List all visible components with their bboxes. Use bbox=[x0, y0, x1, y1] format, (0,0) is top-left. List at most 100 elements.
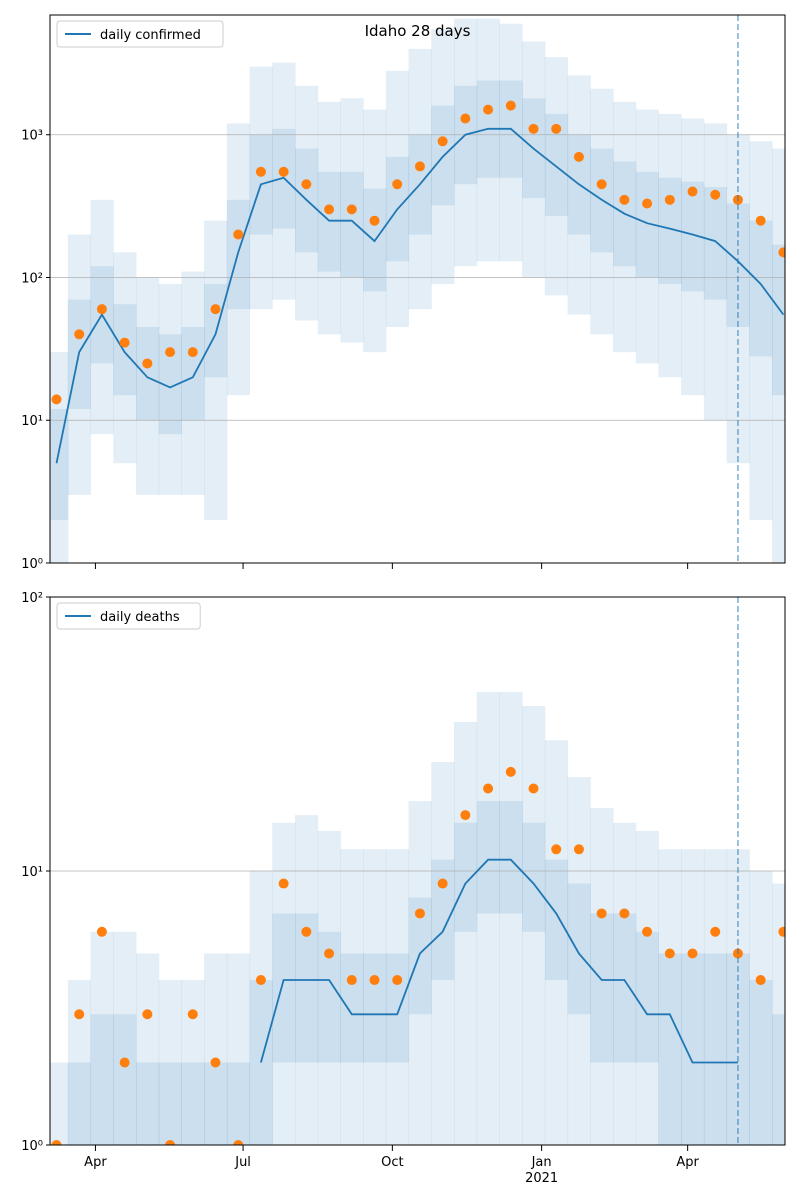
series-line bbox=[260, 858, 738, 1064]
uncertainty-band bbox=[635, 931, 659, 1063]
observed-point bbox=[642, 198, 653, 209]
uncertainty-band bbox=[50, 352, 69, 563]
uncertainty-band bbox=[113, 1014, 137, 1145]
uncertainty-band bbox=[613, 822, 637, 1145]
uncertainty-band bbox=[317, 830, 341, 1145]
observed-point bbox=[255, 166, 266, 177]
uncertainty-band bbox=[113, 931, 137, 1145]
observed-point bbox=[392, 975, 403, 986]
uncertainty-band bbox=[522, 822, 546, 932]
observed-point bbox=[255, 975, 266, 986]
uncertainty-band bbox=[317, 171, 341, 272]
uncertainty-band bbox=[272, 62, 296, 300]
uncertainty-band bbox=[363, 109, 387, 353]
observed-point bbox=[165, 347, 176, 358]
uncertainty-band bbox=[295, 85, 319, 321]
uncertainty-band bbox=[158, 284, 182, 495]
x-tick-label: Oct bbox=[381, 1155, 403, 1170]
uncertainty-band bbox=[522, 706, 546, 1145]
x-tick-label: Jan bbox=[531, 1155, 552, 1170]
uncertainty-band bbox=[590, 913, 614, 1063]
uncertainty-band bbox=[499, 801, 523, 914]
y-tick-label: 10¹ bbox=[21, 865, 43, 880]
uncertainty-band bbox=[90, 931, 114, 1145]
uncertainty-band bbox=[454, 822, 478, 932]
uncertainty-band bbox=[226, 123, 251, 396]
uncertainty-band bbox=[658, 177, 682, 285]
uncertainty-band bbox=[385, 849, 410, 1145]
uncertainty-band bbox=[135, 953, 160, 1145]
uncertainty-band bbox=[772, 883, 785, 1145]
uncertainty-band bbox=[204, 220, 228, 521]
uncertainty-band bbox=[703, 953, 728, 1145]
observed-point bbox=[551, 844, 562, 855]
x-tick-label: Apr bbox=[676, 1155, 699, 1170]
y-tick-label: 10¹ bbox=[21, 414, 43, 429]
series-line bbox=[55, 127, 785, 464]
uncertainty-band bbox=[50, 1062, 69, 1145]
uncertainty-band bbox=[544, 859, 569, 981]
observed-point bbox=[301, 179, 312, 190]
observed-point bbox=[664, 194, 675, 205]
uncertainty-band bbox=[658, 953, 682, 1145]
uncertainty-band bbox=[181, 1062, 205, 1145]
observed-point bbox=[51, 1140, 62, 1145]
uncertainty-band bbox=[544, 57, 569, 296]
uncertainty-band bbox=[204, 1062, 228, 1145]
observed-point bbox=[573, 151, 584, 162]
uncertainty-band bbox=[113, 304, 137, 396]
uncertainty-band bbox=[749, 980, 773, 1145]
observed-point bbox=[142, 358, 153, 369]
y-tick-label: 10⁰ bbox=[21, 1139, 43, 1154]
observed-point bbox=[187, 1009, 198, 1020]
observed-point bbox=[414, 161, 425, 172]
observed-point bbox=[596, 179, 607, 190]
observed-point bbox=[778, 926, 785, 937]
uncertainty-band bbox=[499, 23, 523, 262]
observed-point bbox=[233, 1140, 244, 1145]
uncertainty-band bbox=[681, 181, 705, 292]
uncertainty-band bbox=[249, 66, 273, 310]
uncertainty-band bbox=[385, 953, 410, 1063]
observed-point bbox=[369, 975, 380, 986]
uncertainty-band bbox=[181, 327, 205, 421]
uncertainty-band bbox=[431, 859, 455, 981]
uncertainty-band bbox=[703, 123, 728, 421]
observed-point bbox=[687, 186, 698, 197]
uncertainty-band bbox=[681, 953, 705, 1145]
uncertainty-band bbox=[522, 41, 546, 278]
axes-frame bbox=[49, 14, 786, 564]
y-tick-label: 10² bbox=[21, 591, 43, 606]
observed-point bbox=[414, 908, 425, 919]
x-tick-label: Jul bbox=[234, 1155, 251, 1170]
uncertainty-band bbox=[476, 18, 500, 262]
observed-point bbox=[664, 948, 675, 959]
y-tick-label: 10² bbox=[21, 271, 43, 286]
uncertainty-band bbox=[635, 109, 659, 364]
uncertainty-band bbox=[158, 980, 182, 1145]
uncertainty-band bbox=[135, 277, 160, 495]
uncertainty-band bbox=[50, 408, 69, 521]
observed-point bbox=[778, 247, 785, 258]
uncertainty-band bbox=[363, 849, 387, 1145]
uncertainty-band bbox=[613, 913, 637, 1063]
observed-point bbox=[573, 844, 584, 855]
uncertainty-band bbox=[635, 171, 659, 278]
observed-point bbox=[483, 783, 494, 794]
observed-point bbox=[392, 179, 403, 190]
uncertainty-band bbox=[408, 801, 432, 1145]
uncertainty-band bbox=[340, 171, 364, 278]
observed-point bbox=[210, 304, 221, 315]
uncertainty-band bbox=[340, 953, 364, 1063]
uncertainty-band bbox=[658, 113, 682, 378]
legend-label: daily deaths bbox=[100, 610, 180, 625]
uncertainty-band bbox=[476, 801, 500, 914]
observed-point bbox=[437, 878, 448, 889]
uncertainty-band bbox=[703, 187, 728, 300]
uncertainty-band bbox=[181, 980, 205, 1145]
uncertainty-band bbox=[295, 913, 319, 1063]
observed-point bbox=[165, 1140, 176, 1145]
observed-point bbox=[687, 948, 698, 959]
uncertainty-band bbox=[67, 980, 92, 1145]
